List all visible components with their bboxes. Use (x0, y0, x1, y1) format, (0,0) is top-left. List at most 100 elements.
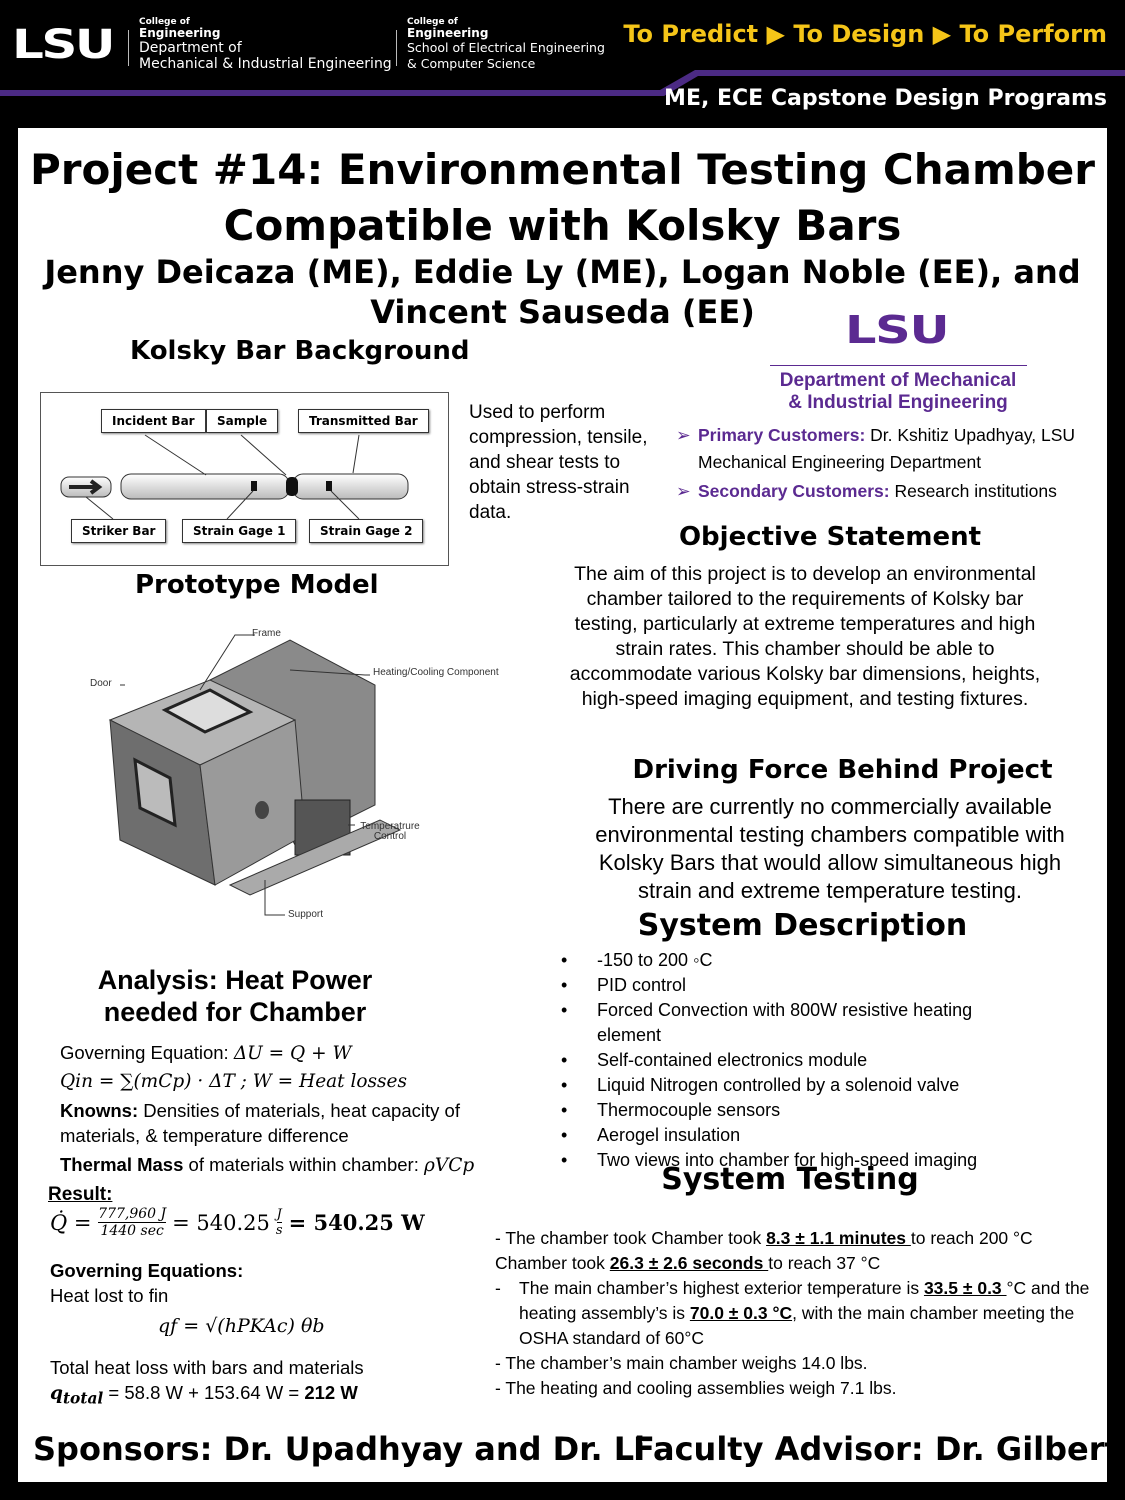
prototype-model-image (108, 634, 402, 916)
project-title: Project #14: Environmental Testing Chamb… (0, 142, 1125, 254)
gov-label: Governing Equation: (60, 1042, 234, 1063)
dept-logo-text: Department of Mechanical & Industrial En… (760, 370, 1036, 414)
dept-line: Department of (139, 40, 242, 56)
authors-line: Jenny Deicaza (ME), Eddie Ly (ME), Logan… (44, 253, 1081, 291)
value: 33.5 ± 0.3 (923, 1278, 1007, 1298)
thermal-text: of materials within chamber: (183, 1154, 419, 1175)
label-sample: Sample (206, 409, 279, 433)
system-testing-heading: System Testing (661, 1162, 919, 1197)
list-item: Forced Convection with 800W resistive he… (561, 998, 1041, 1048)
value: 70.0 ± 0.3 °C (689, 1303, 793, 1323)
system-description-heading: System Description (637, 908, 968, 943)
value: 26.3 ± 2.6 seconds (609, 1253, 769, 1273)
kolsky-text: Used to perform compression, tensile, an… (469, 402, 648, 523)
text: to reach 37 °C (768, 1253, 881, 1273)
primary-customers: ➢ Primary Customers: Dr. Kshitiz Upadhyay… (676, 422, 1096, 476)
list-item: -150 to 200 ◦C (561, 948, 1041, 973)
dept-logo-line: Department of Mechanical (779, 370, 1017, 391)
text: - The chamber took Chamber took (495, 1228, 767, 1248)
value: 8.3 ± 1.1 minutes (766, 1228, 911, 1248)
driving-text: There are currently no commercially avai… (595, 794, 1065, 903)
list-item: Two views into chamber for high-speed im… (561, 1148, 1041, 1173)
label-frame: Frame (252, 628, 281, 639)
governing-equation: Governing Equation: ΔU = Q + W (60, 1040, 550, 1066)
sponsors: Sponsors: Dr. Upadhyay and Dr. Li (33, 1430, 646, 1468)
q-total: qtotal (50, 1383, 104, 1408)
label-temperature-control: Temperatrure Control (360, 821, 420, 842)
unit-den: s (275, 1223, 283, 1238)
qin-eq: Qin = ∑(mCp) · ΔT ; W = Heat losses (60, 1071, 407, 1092)
dept-line: Mechanical & Industrial Engineering (139, 56, 392, 72)
secondary-label: Secondary Customers: (698, 481, 890, 501)
list-item: Liquid Nitrogen controlled by a solenoid… (561, 1073, 1041, 1098)
kolsky-diagram: Incident Bar Sample Transmitted Bar Stri… (40, 392, 449, 566)
engineering: Engineering (407, 26, 489, 40)
customers: ➢ Primary Customers: Dr. Kshitiz Upadhyay… (676, 422, 1096, 505)
program-title: ME, ECE Capstone Design Programs (664, 86, 1107, 111)
numerator: 777,960 J (98, 1206, 167, 1223)
label-incident-bar: Incident Bar (101, 409, 206, 433)
primary-label: Primary Customers: (698, 425, 866, 445)
text: Chamber took (495, 1253, 610, 1273)
secondary-value: Research institutions (889, 481, 1057, 501)
thermal-eq: ρVCp (423, 1155, 475, 1176)
ece-dept-logo: College of Engineering School of Electri… (407, 17, 605, 72)
q-final: = 540.25 W (288, 1210, 425, 1235)
divider (396, 30, 397, 66)
total-eq: qtotal = 58.8 W + 153.64 W = 212 W (50, 1380, 364, 1412)
system-testing-text: - The chamber took Chamber took 8.3 ± 1.… (495, 1226, 1095, 1401)
result-label: Result: (48, 1184, 113, 1205)
purple-stripe (0, 70, 1125, 96)
primary-value: Dr. Kshitiz Upadhyay, LSU Mechanical Eng… (698, 425, 1076, 472)
q-mid: = 540.25 (172, 1210, 270, 1235)
label-strain-gage-1: Strain Gage 1 (182, 519, 297, 543)
total-result: 212 W (304, 1382, 358, 1403)
label-striker-bar: Striker Bar (71, 519, 167, 543)
gov2-label: Governing Equations: (50, 1260, 244, 1281)
driving-heading: Driving Force Behind Project (632, 755, 1053, 785)
testing-line: - The main chamber’s highest exterior tem… (495, 1276, 1095, 1351)
prototype-heading: Prototype Model (135, 570, 379, 600)
secondary-customers: ➢ Secondary Customers: Research instituti… (676, 478, 1096, 505)
fin-label: Heat lost to fin (50, 1285, 169, 1306)
text: The main chamber’s highest exterior temp… (519, 1278, 924, 1298)
label-strain-gage-2: Strain Gage 2 (309, 519, 424, 543)
faculty-advisor: Faculty Advisor: Dr. Gilbert (633, 1430, 1120, 1468)
logo-rule (770, 365, 1027, 366)
testing-line: - The heating and cooling assemblies wei… (495, 1378, 897, 1398)
total-label: Total heat loss with bars and materials (50, 1357, 364, 1378)
label-support: Support (288, 909, 324, 920)
title-line: Compatible with Kolsky Bars (223, 201, 902, 250)
knowns-text: Densities of materials, heat capacity of… (60, 1100, 460, 1146)
fin-eq: qf = √(hPKAc) θb (158, 1315, 325, 1337)
engineering: Engineering (139, 26, 221, 40)
list-item: Thermocouple sensors (561, 1098, 1041, 1123)
knowns-label: Knowns: (60, 1100, 139, 1121)
text: , with the main chamber meeting the OSHA… (519, 1303, 1075, 1348)
label-door: Door (90, 678, 112, 689)
label-heating-cooling: Heating/Cooling Component (373, 667, 499, 678)
system-description-list: -150 to 200 ◦C PID control Forced Convec… (561, 948, 1041, 1173)
authors: Jenny Deicaza (ME), Eddie Ly (ME), Logan… (0, 252, 1125, 332)
arrow-icon: ➢ (676, 481, 691, 501)
denominator: 1440 sec (100, 1223, 164, 1239)
testing-line: - The chamber took Chamber took 8.3 ± 1.… (495, 1226, 1095, 1251)
heading-line: Analysis: Heat Power (97, 965, 373, 995)
objective-text: The aim of this project is to develop an… (569, 563, 1041, 710)
thermal-mass: Thermal Mass of materials within chamber… (60, 1152, 550, 1178)
objective-heading: Objective Statement (678, 522, 982, 552)
kolsky-heading: Kolsky Bar Background (130, 336, 470, 366)
q-dot: Q̇ = (50, 1210, 99, 1235)
dept-line: & Computer Science (407, 56, 536, 71)
total-eq-text: = 58.8 W + 153.64 W = (108, 1382, 300, 1403)
heading-line: needed for Chamber (103, 997, 367, 1027)
analysis-heading: Analysis: Heat Power needed for Chamber (50, 964, 420, 1028)
unit-num: J (276, 1207, 282, 1223)
list-item: PID control (561, 973, 1041, 998)
testing-line: Chamber took 26.3 ± 2.6 seconds to reach… (495, 1251, 1095, 1276)
arrow-icon: ➢ (676, 425, 691, 445)
lsu-logo: LSU (12, 22, 115, 68)
authors-line: Vincent Sauseda (EE) (370, 293, 755, 331)
